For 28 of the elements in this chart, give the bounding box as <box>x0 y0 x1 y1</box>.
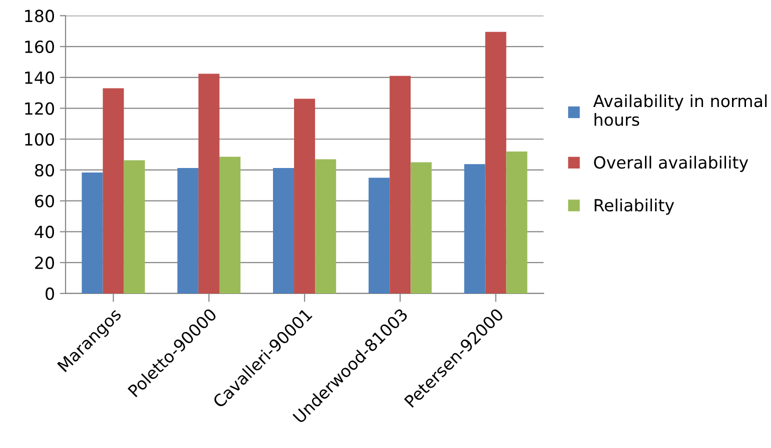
bar <box>294 98 316 294</box>
y-tick-label: 80 <box>35 164 54 177</box>
bar <box>410 162 432 294</box>
y-tick-label: 0 <box>46 287 54 300</box>
bar <box>368 178 390 294</box>
y-tick-label: 160 <box>25 40 54 54</box>
bar <box>390 76 411 294</box>
bar <box>198 74 220 294</box>
legend-label: Overall availability <box>594 156 748 172</box>
y-tick-label: 40 <box>34 226 54 238</box>
bar <box>82 172 103 294</box>
bar <box>177 168 198 294</box>
y-tick-label: 120 <box>25 102 54 115</box>
bar <box>102 88 124 294</box>
legend-label: Availability in normal hours <box>593 94 767 126</box>
bar <box>485 32 506 294</box>
bar <box>124 160 145 294</box>
bar <box>315 159 336 294</box>
legend-label: Reliability <box>594 198 674 215</box>
y-tick-label: 140 <box>25 71 54 84</box>
bar <box>219 156 240 294</box>
bar <box>506 151 528 294</box>
y-tick-label: 180 <box>25 10 54 22</box>
y-tick-label: 100 <box>25 133 54 146</box>
bar <box>464 164 486 294</box>
bar <box>272 168 294 294</box>
y-tick-label: 60 <box>35 194 54 208</box>
y-tick-label: 20 <box>35 256 54 270</box>
